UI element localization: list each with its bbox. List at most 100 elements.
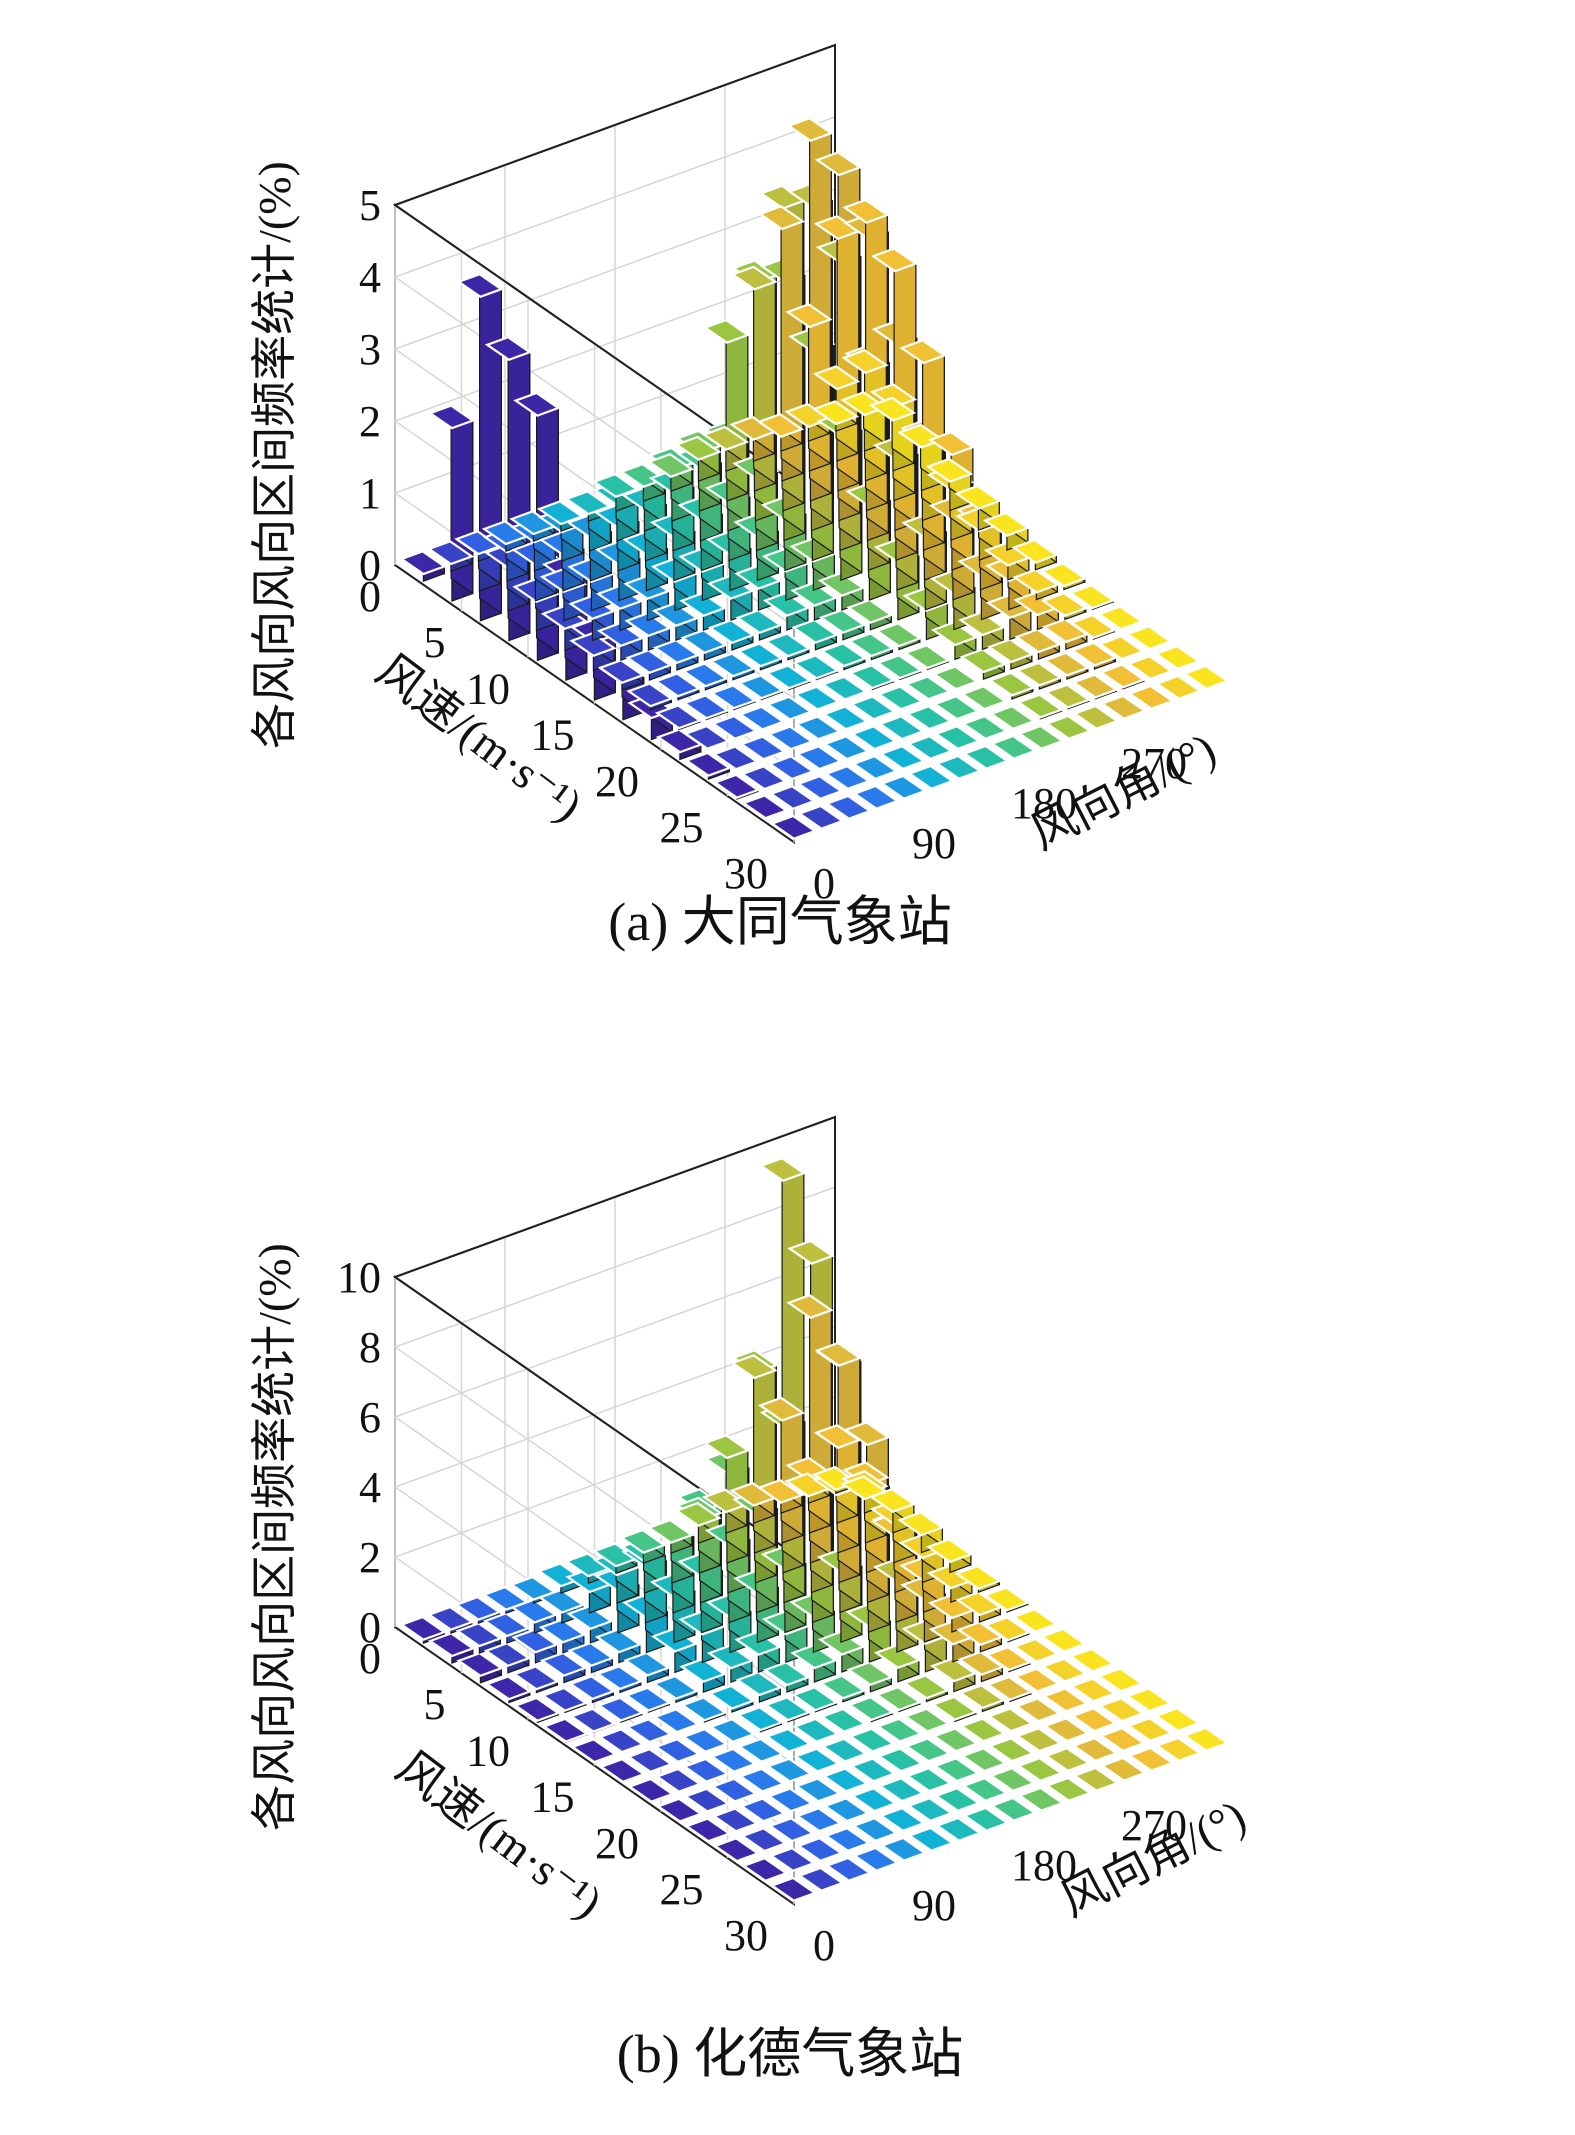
- chart-a-x-tick: 5: [424, 618, 446, 667]
- chart-b-bar-top: [907, 1826, 955, 1852]
- chart-a-bar-top: [569, 631, 617, 658]
- chart-b-bar: [795, 1807, 843, 1833]
- chart-a-y-tick: 270: [1121, 739, 1187, 788]
- chart-b-bar-top: [820, 1737, 869, 1763]
- chart-a-bar: [905, 705, 953, 731]
- chart-a-bar: [1039, 562, 1088, 591]
- chart-a-bar-top: [1127, 684, 1175, 710]
- chart-a-bar-top: [1125, 625, 1173, 651]
- chart-a-bar-top: [1182, 664, 1230, 690]
- chart-a-bar-top: [959, 648, 1007, 674]
- chart-a-bar: [1012, 568, 1060, 601]
- chart-a-bar: [795, 745, 843, 771]
- chart-b-bar-top: [484, 1675, 533, 1701]
- chart-b-bar: [626, 1747, 674, 1774]
- chart-b-bar-top: [1068, 1647, 1116, 1673]
- chart-b-bar: [985, 1675, 1034, 1703]
- chart-a-bar-top: [847, 632, 895, 658]
- chart-b-bar-top: [399, 1615, 447, 1641]
- chart-a-bar: [907, 764, 955, 790]
- chart-a-z-tick: 2: [359, 397, 381, 446]
- chart-b-bar: [1040, 1657, 1089, 1683]
- chart-b-bar-top: [874, 1685, 923, 1712]
- chart-a-bar-top: [811, 400, 860, 426]
- chart-b-z-label: 各风向风向区间频率统计/(%): [249, 1243, 300, 1831]
- chart-b-bar: [766, 1787, 815, 1813]
- chart-b-bar-top: [846, 1660, 894, 1687]
- chart-b-bar: [539, 1651, 588, 1684]
- chart-a-bar: [756, 412, 805, 453]
- chart-b-bar: [567, 1641, 615, 1674]
- chart-b-bar: [986, 1707, 1035, 1733]
- chart-a-bar-top: [791, 618, 839, 644]
- chart-b-bar-top: [1014, 1697, 1062, 1723]
- chart-a-bar: [768, 784, 817, 811]
- chart-a-bar-top: [769, 814, 818, 840]
- chart-b-bar: [878, 1806, 927, 1833]
- chart-a-bar: [818, 608, 867, 641]
- chart-a-bar-top: [790, 581, 838, 607]
- chart-a-bar: [904, 675, 952, 701]
- chart-a-bar-top: [456, 272, 504, 299]
- chart-a-bar-top: [597, 658, 646, 685]
- chart-a-bar-top: [740, 765, 788, 791]
- chart-b-bar: [1016, 1756, 1064, 1783]
- chart-a-bar: [596, 621, 645, 662]
- chart-a-bar: [712, 773, 761, 800]
- chart-a-x-tick: 20: [595, 757, 639, 806]
- chart-a-bar-top: [1017, 724, 1065, 750]
- chart-b-bar: [1098, 1726, 1147, 1753]
- chart-b-z-tick: 0: [359, 1603, 381, 1652]
- chart-a-bar: [646, 452, 695, 493]
- chart-b-bar: [483, 1641, 532, 1674]
- chart-a-bar: [710, 714, 759, 740]
- chart-a-bar: [1070, 641, 1118, 670]
- chart-b-bar-top: [769, 1876, 818, 1902]
- chart-a-caption: (a) 大同气象站: [608, 892, 951, 952]
- chart-a-bar-top: [513, 391, 561, 417]
- chart-a-bar-top: [927, 430, 976, 457]
- chart-b-bar-top: [819, 1707, 868, 1733]
- chart-b-bar-top: [1011, 1607, 1059, 1634]
- chart-b-bar-top: [847, 1695, 895, 1722]
- chart-b-bar: [983, 1616, 1032, 1643]
- chart-a-bar: [1041, 618, 1090, 651]
- chart-b-bar-top: [878, 1806, 927, 1833]
- chart-b-bar-top: [875, 1717, 924, 1743]
- chart-a-bar: [652, 638, 701, 671]
- chart-b-y-tick: 270: [1121, 1801, 1187, 1850]
- chart-b-bar-top: [756, 1478, 805, 1504]
- chart-b-bar: [959, 1717, 1007, 1743]
- chart-a-bar-top: [819, 642, 868, 668]
- chart-b-bar-top: [876, 1747, 925, 1773]
- chart-a-bar: [903, 644, 951, 671]
- chart-b-bar-top: [852, 1846, 900, 1872]
- chart-b-bar: [511, 1628, 559, 1664]
- chart-a-bar-top: [794, 715, 842, 741]
- chart-a-bar: [1042, 651, 1091, 680]
- chart-b-y-tick: 90: [912, 1881, 956, 1930]
- chart-b-bar: [765, 1757, 814, 1783]
- chart-b-bar: [851, 1816, 899, 1843]
- chart-a-bar-top: [1011, 538, 1059, 564]
- chart-a-bar: [847, 632, 895, 661]
- chart-b-bar: [679, 1657, 727, 1694]
- chart-a-bar-top: [1072, 704, 1120, 730]
- chart-b-bar: [960, 1747, 1008, 1773]
- chart-a-bar: [851, 754, 899, 781]
- chart-a-bar: [1154, 674, 1203, 700]
- chart-b-bar-top: [763, 1696, 812, 1722]
- chart-a-bar-top: [848, 664, 896, 690]
- chart-b-bar: [541, 1717, 590, 1744]
- chart-a-bar-top: [797, 804, 845, 830]
- chart-b-bar: [873, 1643, 922, 1683]
- chart-b-bar: [1043, 1746, 1092, 1773]
- chart-b-bar-top: [824, 1856, 873, 1882]
- chart-a-bar-top: [982, 511, 1031, 537]
- chart-b-bar-top: [786, 1293, 834, 1320]
- chart-b-bar-top: [794, 1777, 842, 1803]
- chart-b-bar-top: [734, 1630, 782, 1656]
- chart-b-bar: [1071, 1736, 1119, 1763]
- chart-a-bar: [1096, 605, 1145, 631]
- chart-a-bar: [983, 541, 1032, 581]
